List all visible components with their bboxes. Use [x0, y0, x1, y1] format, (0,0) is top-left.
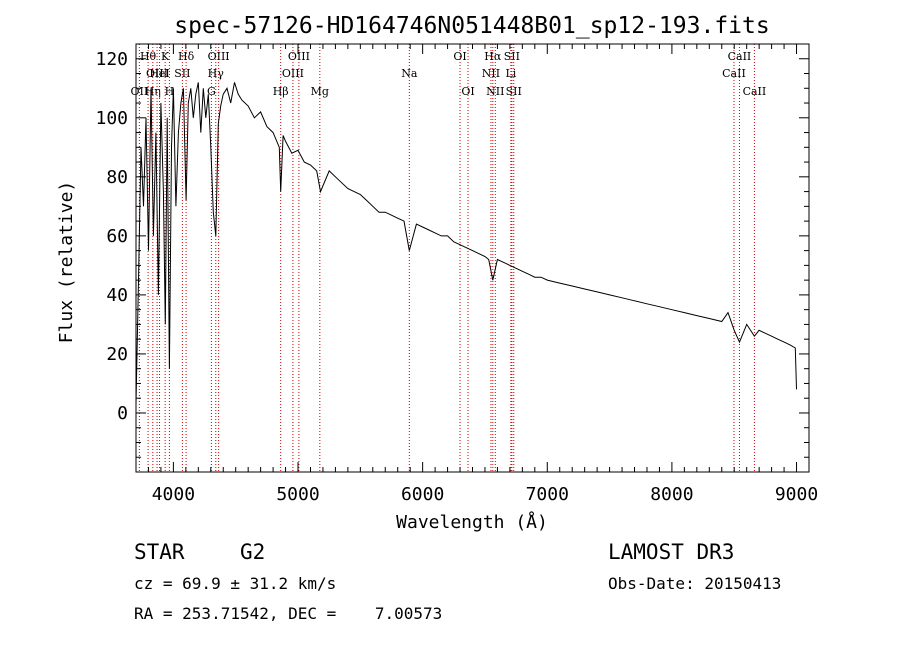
line-marker-label-5: K [161, 50, 170, 63]
redshift-text: cz = 69.9 ± 31.2 km/s [134, 574, 336, 593]
line-marker-label-2: Hη [145, 85, 161, 98]
x-tick-label-1: 5000 [276, 484, 319, 505]
line-marker-label-16: Na [401, 67, 418, 80]
line-marker-label-8: Hδ [178, 50, 195, 63]
line-marker-label-14: OIII [288, 50, 310, 63]
coordinates-text: RA = 253.71542, DEC = 7.00573 [134, 604, 442, 623]
line-marker-label-6: H [165, 85, 175, 98]
line-marker-label-3: OIII [146, 67, 168, 80]
survey-name: LAMOST DR3 [608, 540, 734, 564]
line-marker-label-11: OIII [208, 50, 230, 63]
plot-frame [135, 43, 810, 473]
x-tick-label-0: 4000 [152, 484, 195, 505]
x-tick-label-3: 7000 [526, 484, 569, 505]
line-marker-label-10: Hγ [208, 67, 225, 80]
y-axis-title: Flux (relative) [56, 181, 77, 344]
line-marker-label-1: Hθ [140, 50, 157, 63]
line-marker-label-21: NII [486, 85, 504, 98]
y-tick-label-0: 0 [117, 403, 128, 424]
line-marker-label-12: Hβ [273, 85, 289, 98]
line-marker-label-9: G [207, 85, 216, 98]
object-subclass: G2 [240, 540, 265, 564]
line-marker-label-7: SII [174, 67, 190, 80]
x-tick-label-2: 6000 [401, 484, 444, 505]
line-marker-label-18: OI [461, 85, 474, 98]
spectrum-series-line [135, 82, 797, 405]
emission-line-markers: OIIHθHηOIIIHeIKHSIIHδGHγOIIIHβOIIIOIIIMg… [131, 44, 767, 472]
line-marker-label-4: HeI [149, 67, 169, 80]
line-marker-label-20: Hα [484, 50, 502, 63]
line-marker-label-25: CaII [722, 67, 746, 80]
y-axis: 0 20 40 60 80 100 120 [95, 43, 809, 458]
y-tick-label-2: 40 [106, 285, 128, 306]
line-marker-label-15: Mg [311, 85, 329, 98]
y-tick-label-5: 100 [95, 108, 128, 129]
line-marker-label-23: SII [504, 50, 520, 63]
x-axis: 4000 5000 6000 7000 8000 9000 [135, 44, 818, 505]
x-tick-label-5: 9000 [775, 484, 818, 505]
y-tick-label-6: 120 [95, 49, 128, 70]
obs-date-text: Obs-Date: 20150413 [608, 574, 781, 593]
y-tick-label-4: 80 [106, 167, 128, 188]
x-axis-title: Wavelength (Å) [396, 511, 548, 533]
line-marker-label-0: OII [131, 85, 149, 98]
line-marker-label-13: OIII [282, 67, 304, 80]
line-marker-label-24: SII [506, 85, 522, 98]
x-tick-label-4: 8000 [650, 484, 693, 505]
line-marker-label-26: CaII [728, 50, 752, 63]
line-marker-label-17: OI [453, 50, 466, 63]
line-marker-label-19: NII [482, 67, 500, 80]
y-tick-label-3: 60 [106, 226, 128, 247]
line-marker-label-22: Li [505, 67, 516, 80]
object-class: STAR [134, 540, 185, 564]
line-marker-label-27: CaII [743, 85, 767, 98]
chart-title: spec-57126-HD164746N051448B01_sp12-193.f… [174, 13, 769, 39]
y-tick-label-1: 20 [106, 344, 128, 365]
